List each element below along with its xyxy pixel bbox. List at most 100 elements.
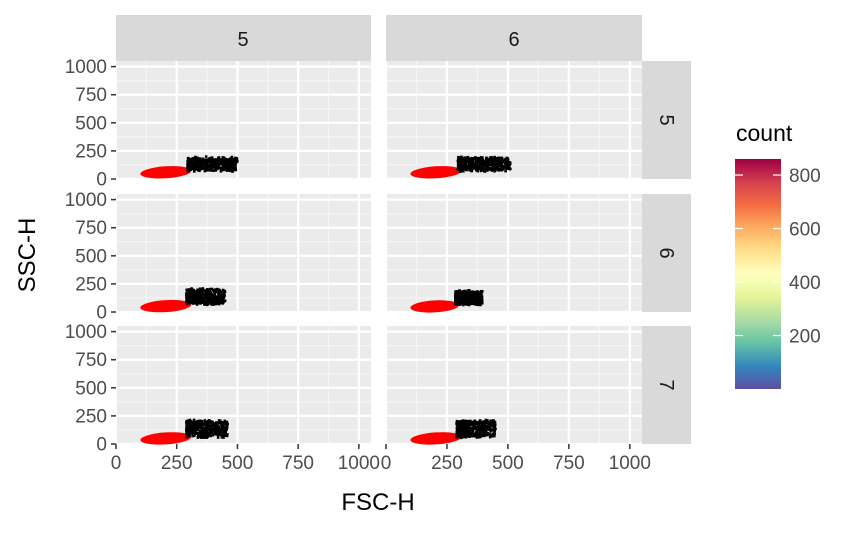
data-point xyxy=(223,165,226,168)
data-point xyxy=(220,433,223,437)
data-point xyxy=(211,165,214,169)
data-point xyxy=(207,164,210,167)
data-point xyxy=(491,164,495,168)
data-point xyxy=(214,423,217,426)
data-point xyxy=(198,421,201,424)
data-point xyxy=(221,302,224,305)
data-point xyxy=(466,433,469,437)
row-strip-1: 5 xyxy=(642,61,691,179)
data-point xyxy=(219,169,223,173)
data-point xyxy=(504,161,508,165)
data-point xyxy=(200,289,204,293)
black-point-cloud xyxy=(185,418,229,439)
data-point xyxy=(209,169,212,172)
data-point xyxy=(200,428,204,432)
data-point xyxy=(203,169,207,173)
data-point xyxy=(204,433,208,437)
data-point xyxy=(504,157,507,161)
data-point xyxy=(190,292,193,296)
row-strip-label-2: 6 xyxy=(655,247,677,258)
data-point xyxy=(192,300,195,304)
data-point xyxy=(187,428,191,431)
data-point xyxy=(489,161,493,165)
data-point xyxy=(199,436,203,439)
data-point xyxy=(188,434,191,438)
data-point xyxy=(470,296,474,299)
data-point xyxy=(471,292,475,295)
data-point xyxy=(217,291,220,295)
data-point xyxy=(468,431,472,435)
data-point xyxy=(213,166,217,170)
data-point xyxy=(210,156,214,159)
data-point xyxy=(220,425,224,429)
legend-tick-label: 200 xyxy=(789,327,821,348)
data-point xyxy=(476,296,480,299)
data-point xyxy=(199,288,202,292)
data-point xyxy=(480,420,483,424)
data-point xyxy=(191,294,195,297)
data-point xyxy=(492,157,496,160)
data-point xyxy=(189,431,193,435)
data-point xyxy=(204,165,208,169)
data-point xyxy=(470,434,474,438)
data-point xyxy=(460,428,464,431)
data-point xyxy=(203,419,207,422)
data-point xyxy=(191,163,194,167)
data-point xyxy=(206,297,210,300)
data-point xyxy=(193,434,196,437)
data-point xyxy=(473,162,477,166)
legend-title: count xyxy=(736,120,793,146)
x-axis-title: FSC-H xyxy=(341,489,414,516)
data-point xyxy=(222,295,226,298)
data-point xyxy=(219,290,222,294)
data-point xyxy=(209,290,212,294)
data-point xyxy=(233,162,237,166)
data-point xyxy=(186,434,190,438)
data-point xyxy=(474,164,477,167)
data-point xyxy=(464,165,468,169)
data-point xyxy=(190,287,193,290)
y-tick-label: 500 xyxy=(75,378,107,399)
data-point xyxy=(482,427,486,430)
data-point xyxy=(194,420,198,424)
data-point xyxy=(490,423,493,427)
data-point xyxy=(208,156,212,160)
legend-tick-label: 800 xyxy=(789,166,821,187)
data-point xyxy=(188,423,191,427)
data-point xyxy=(508,167,512,171)
panel-col6-row5 xyxy=(384,61,642,181)
data-point xyxy=(201,299,205,303)
x-tick-label: 1000 xyxy=(609,453,651,474)
data-point xyxy=(459,436,463,440)
data-point xyxy=(215,297,218,301)
data-point xyxy=(487,161,491,164)
data-point xyxy=(466,156,469,160)
data-point xyxy=(493,155,496,159)
data-point xyxy=(486,427,490,431)
data-point xyxy=(186,426,189,430)
data-point xyxy=(475,162,479,166)
y-tick-label: 250 xyxy=(75,274,107,295)
data-point xyxy=(217,302,221,306)
data-point xyxy=(207,160,210,164)
data-point xyxy=(200,432,204,436)
data-point xyxy=(228,167,232,170)
data-point xyxy=(221,298,225,302)
panel-col5-row5 xyxy=(114,61,371,181)
legend-tick-label: 400 xyxy=(789,273,821,294)
data-point xyxy=(458,164,461,167)
data-point xyxy=(478,434,482,438)
data-point xyxy=(202,429,206,433)
data-point xyxy=(486,158,489,162)
data-point xyxy=(454,297,457,301)
data-point xyxy=(474,431,478,434)
data-point xyxy=(230,158,234,161)
y-tick-label: 750 xyxy=(75,350,107,371)
data-point xyxy=(484,160,488,164)
panel-col5-row7 xyxy=(114,326,371,446)
x-tick-label: 500 xyxy=(492,453,524,474)
data-point xyxy=(217,156,221,159)
data-point xyxy=(504,169,507,173)
data-point xyxy=(209,430,213,433)
data-point xyxy=(473,167,477,170)
